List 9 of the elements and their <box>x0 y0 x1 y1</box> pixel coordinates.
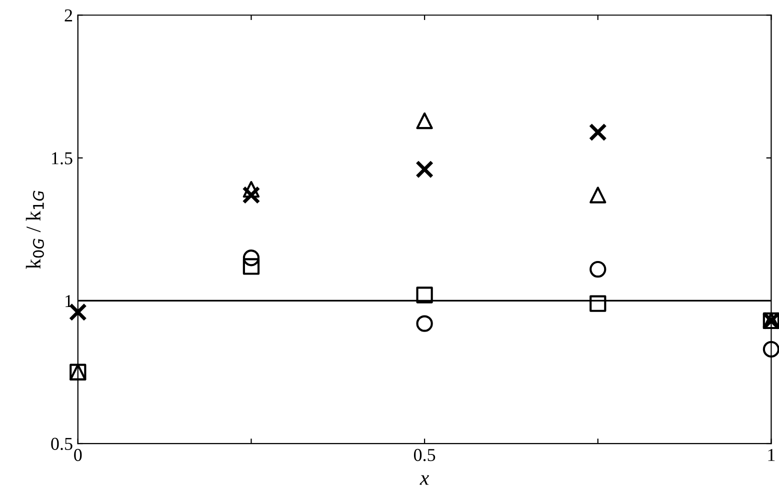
x-axis-title: x <box>420 475 430 485</box>
y-tick-label: 2 <box>64 9 72 22</box>
y-tick-label: 1 <box>66 295 72 307</box>
x-tick-label: 0.5 <box>414 448 436 462</box>
x-tick-label: 0 <box>74 448 82 462</box>
y-axis-title: k$_{0G}$ / k$_{1G}$ <box>26 190 44 269</box>
x-tick-label: 1 <box>768 448 775 461</box>
y-tick-label: 0.5 <box>51 438 72 450</box>
y-tick-label: 1.5 <box>52 152 72 164</box>
